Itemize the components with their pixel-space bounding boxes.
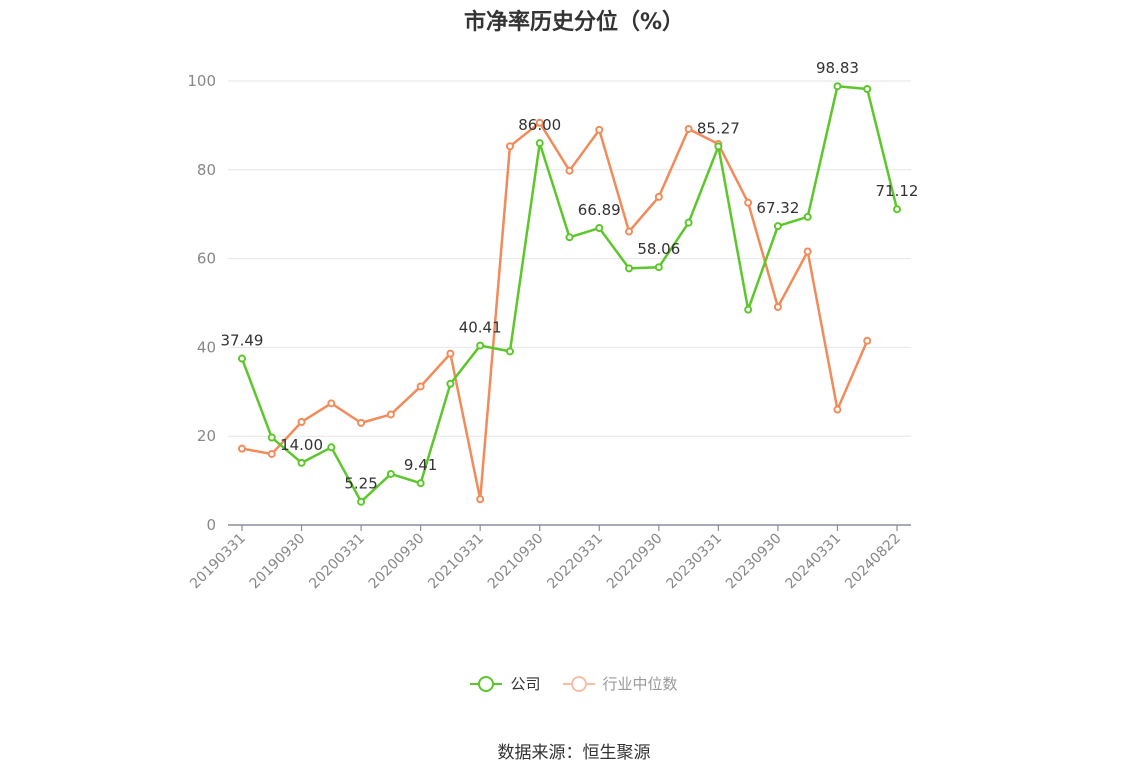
data-point: [744, 198, 753, 207]
data-point: [684, 218, 693, 227]
data-label: 40.41: [459, 319, 502, 337]
data-point: [446, 379, 455, 388]
data-label: 98.83: [816, 59, 859, 77]
data-label: 14.00: [280, 436, 323, 454]
y-tick-label: 80: [197, 161, 216, 179]
data-point: [595, 125, 604, 134]
data-point: [863, 84, 872, 93]
data-point: [535, 118, 544, 127]
data-point: [684, 124, 693, 133]
x-axis: 2019033120190930202003312020093020210331…: [187, 524, 911, 593]
series-line: [241, 121, 869, 501]
data-point: [297, 417, 306, 426]
y-tick-label: 0: [206, 516, 216, 534]
data-point: [446, 349, 455, 358]
data-point: [416, 382, 425, 391]
data-point: [833, 82, 842, 91]
data-point: [803, 247, 812, 256]
data-label: 58.06: [637, 240, 680, 258]
data-point: [803, 212, 812, 221]
series-company: [238, 82, 901, 506]
data-point: [476, 341, 485, 350]
data-point: [505, 142, 514, 151]
data-point: [327, 399, 336, 408]
data-label: 66.89: [578, 201, 621, 219]
data-point: [625, 227, 634, 236]
data-point: [893, 205, 901, 214]
data-point: [416, 479, 425, 488]
data-point: [654, 192, 663, 201]
y-tick-label: 100: [187, 72, 216, 90]
data-point: [654, 263, 663, 272]
legend-swatch-company: [470, 675, 503, 692]
data-label: 86.00: [518, 116, 561, 134]
x-tick-label: 20220930: [604, 531, 666, 593]
data-source: 数据来源：恒生聚源: [497, 743, 651, 763]
data-point: [267, 449, 276, 458]
legend-label-industry-median: 行业中位数: [602, 675, 678, 693]
legend: 公司 行业中位数: [0, 673, 1148, 694]
data-point: [386, 410, 395, 419]
data-label: 67.32: [756, 199, 799, 217]
series-line: [240, 84, 899, 503]
data-point: [595, 224, 604, 233]
data-point: [565, 166, 574, 175]
data-point: [327, 443, 336, 452]
series-industry-median: [238, 118, 872, 504]
data-label: 37.49: [221, 332, 264, 350]
data-point: [773, 222, 782, 231]
data-point: [238, 444, 246, 453]
data-point: [505, 347, 514, 356]
x-tick-label: 20210930: [485, 531, 547, 593]
data-point: [297, 458, 306, 467]
y-axis: 0 20 40 60 80 100: [187, 72, 216, 534]
x-tick-label: 20190331: [187, 531, 249, 593]
chart-title: 市净率历史分位（%）: [463, 10, 685, 35]
x-tick-label: 20200331: [306, 531, 368, 593]
data-point: [625, 264, 634, 273]
x-tick-label: 20230930: [723, 531, 785, 593]
y-tick-label: 60: [197, 250, 216, 268]
data-point: [386, 469, 395, 478]
y-tick-label: 20: [197, 427, 216, 445]
data-label: 9.41: [404, 456, 437, 474]
x-tick-label: 20210331: [425, 531, 487, 593]
x-tick-label: 20200930: [366, 531, 428, 593]
data-point: [744, 305, 753, 314]
data-point: [863, 336, 872, 345]
y-tick-label: 40: [197, 338, 216, 356]
x-tick-label: 20230331: [663, 531, 725, 593]
data-label: 85.27: [697, 119, 740, 137]
legend-item-company[interactable]: 公司: [470, 673, 541, 694]
data-point: [535, 139, 544, 148]
legend-label-company: 公司: [510, 675, 541, 693]
data-point: [833, 405, 842, 414]
x-tick-label: 20220331: [544, 531, 606, 593]
data-labels: 37.49 14.00 5.25 9.41 40.41 86.00 66.89 58.06 85…: [221, 59, 919, 492]
series-layer: [238, 82, 901, 506]
data-label: 5.25: [344, 475, 377, 493]
data-point: [238, 354, 246, 363]
legend-swatch-industry-median: [562, 675, 595, 692]
x-tick-label: 20240331: [783, 531, 845, 593]
data-point: [357, 497, 366, 506]
legend-item-industry-median[interactable]: 行业中位数: [562, 673, 678, 694]
data-label: 71.12: [876, 182, 919, 200]
x-tick-label: 20240822: [842, 531, 904, 593]
data-point: [476, 495, 485, 504]
data-point: [267, 433, 276, 442]
x-tick-label: 20190930: [247, 531, 309, 593]
data-point: [773, 302, 782, 311]
data-point: [565, 233, 574, 242]
data-point: [357, 418, 366, 427]
data-point: [714, 142, 723, 151]
